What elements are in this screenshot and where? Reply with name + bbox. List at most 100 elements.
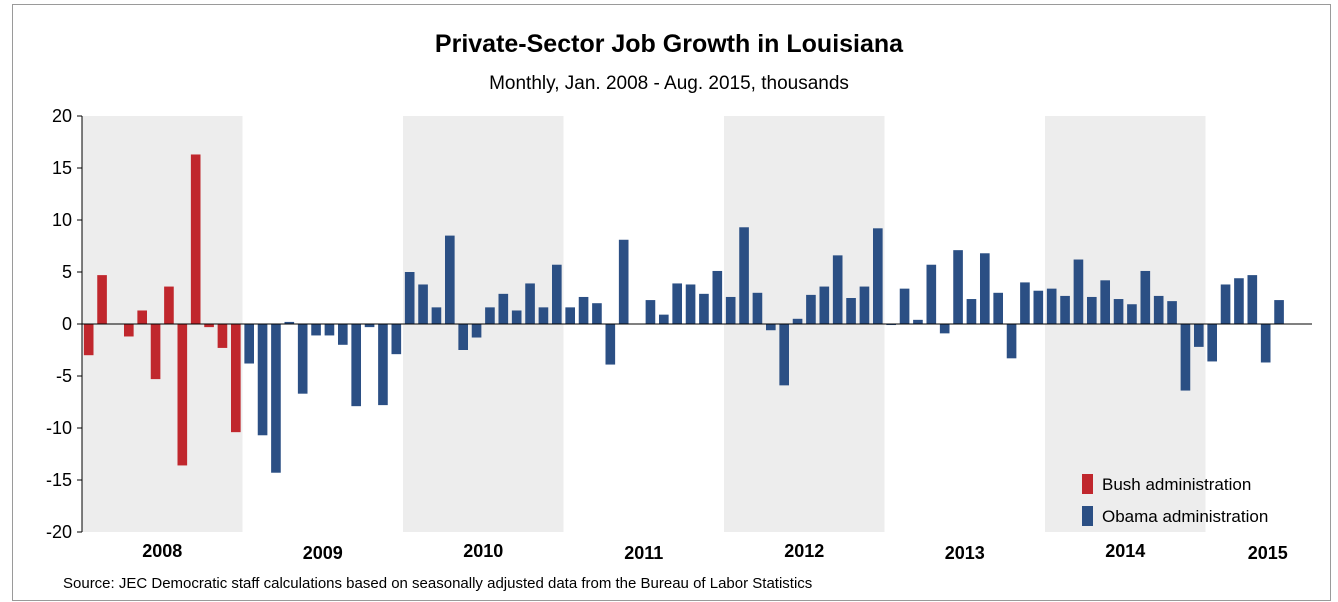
- bar: [123, 324, 134, 337]
- bar: [1140, 270, 1151, 324]
- bar: [297, 324, 308, 394]
- bar: [819, 286, 830, 324]
- bar: [1100, 280, 1111, 324]
- year-label-2011: 2011: [624, 543, 663, 563]
- bar: [1006, 324, 1017, 359]
- bar: [939, 324, 950, 334]
- y-tick-label: 5: [62, 262, 72, 282]
- bar: [217, 324, 228, 348]
- year-label-2015: 2015: [1248, 543, 1288, 563]
- bar: [699, 293, 709, 324]
- bar: [1220, 284, 1231, 324]
- bar: [1073, 259, 1084, 324]
- bar: [1260, 324, 1271, 363]
- bar: [953, 250, 963, 324]
- bar: [1207, 324, 1218, 362]
- bar: [886, 324, 897, 326]
- bar: [1274, 300, 1284, 324]
- bar: [1127, 304, 1137, 324]
- bar: [1046, 288, 1057, 324]
- bar: [444, 235, 455, 324]
- bar: [137, 310, 148, 324]
- bar: [458, 324, 469, 350]
- year-label-2009: 2009: [303, 543, 343, 563]
- bar: [378, 324, 388, 406]
- y-tick-label: -5: [56, 366, 72, 386]
- bar: [244, 324, 255, 364]
- bar: [364, 324, 375, 328]
- bar: [498, 293, 509, 324]
- chart-title: Private-Sector Job Growth in Louisiana: [434, 30, 904, 58]
- bar: [645, 300, 656, 324]
- bar: [337, 324, 348, 345]
- bar: [511, 310, 522, 324]
- bar: [1180, 324, 1191, 391]
- bar: [1020, 282, 1030, 324]
- bar: [1033, 290, 1044, 324]
- bar: [872, 228, 883, 324]
- bar: [177, 324, 188, 466]
- y-tick-label: 10: [52, 210, 72, 230]
- legend-label-obama: Obama administration: [1102, 507, 1268, 526]
- bar: [97, 275, 107, 324]
- bar: [779, 324, 790, 386]
- year-label-2012: 2012: [784, 541, 824, 561]
- bar: [832, 255, 843, 324]
- year-label-2014: 2014: [1105, 541, 1145, 561]
- bar: [926, 264, 937, 324]
- bar: [618, 239, 629, 324]
- bar: [150, 324, 161, 380]
- year-label-2013: 2013: [945, 543, 985, 563]
- bar: [993, 292, 1004, 324]
- y-tick-label: 15: [52, 158, 72, 178]
- y-tick-label: 0: [62, 314, 72, 334]
- bar: [271, 324, 281, 473]
- bar: [485, 307, 495, 324]
- bar: [418, 284, 428, 324]
- bar: [846, 298, 856, 324]
- year-label-2008: 2008: [142, 541, 182, 561]
- bar: [230, 324, 241, 433]
- y-tick-label: -15: [46, 470, 72, 490]
- bar: [471, 324, 482, 338]
- bar: [1086, 296, 1097, 324]
- bar: [538, 307, 549, 324]
- bar: [190, 154, 201, 324]
- bar: [899, 288, 910, 324]
- bar: [658, 314, 669, 324]
- bar: [578, 296, 589, 324]
- bar: [431, 307, 442, 324]
- bar: [859, 286, 870, 324]
- bar: [752, 292, 763, 324]
- bar: [592, 303, 602, 324]
- bar: [351, 324, 362, 407]
- bar: [1153, 295, 1164, 324]
- legend-swatch-bush: [1082, 474, 1093, 494]
- bar: [1193, 324, 1204, 347]
- y-tick-label: 20: [52, 106, 72, 126]
- bar: [725, 296, 736, 324]
- bar: [913, 319, 923, 324]
- bar: [1113, 299, 1124, 324]
- bar: [1167, 301, 1177, 324]
- bar: [404, 272, 415, 324]
- bar: [605, 324, 616, 365]
- bar: [204, 324, 214, 328]
- y-tick-label: -10: [46, 418, 72, 438]
- bar: [806, 294, 816, 324]
- bar: [712, 270, 723, 324]
- bar: [672, 283, 683, 324]
- bar: [1234, 278, 1244, 324]
- bar: [284, 321, 295, 324]
- bar: [792, 318, 803, 324]
- bar: [324, 324, 335, 336]
- bar: [966, 299, 977, 324]
- bar: [311, 324, 321, 336]
- source-note: Source: JEC Democratic staff calculation…: [63, 575, 813, 592]
- y-tick-label: -20: [46, 522, 72, 542]
- bar: [765, 324, 776, 331]
- bar: [565, 307, 576, 324]
- legend-swatch-obama: [1082, 506, 1093, 526]
- chart-subtitle: Monthly, Jan. 2008 - Aug. 2015, thousand…: [489, 73, 849, 94]
